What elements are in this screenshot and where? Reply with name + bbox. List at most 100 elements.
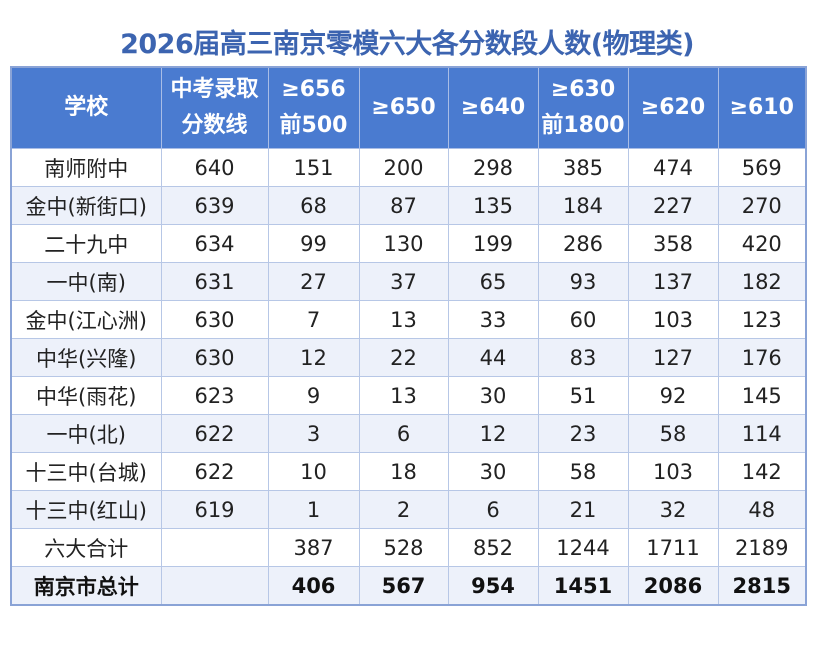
value-cell: 227 [627, 186, 719, 225]
table-row: 一中(北) 622 3 6 12 23 58 114 [10, 414, 807, 453]
value-cell: 1711 [627, 528, 719, 567]
value-cell: 123 [717, 300, 807, 339]
value-cell: 87 [358, 186, 449, 225]
value-cell: 114 [717, 414, 807, 453]
value-cell: 37 [358, 262, 449, 301]
column-header: ≥640 [447, 66, 539, 149]
value-cell: 27 [267, 262, 360, 301]
value-cell: 182 [717, 262, 807, 301]
school-name-cell: 一中(南) [10, 262, 162, 301]
value-cell: 30 [447, 452, 539, 491]
value-cell [160, 566, 269, 606]
value-cell: 10 [267, 452, 360, 491]
column-header-line: 前1800 [541, 113, 625, 138]
column-header-line: ≥656 [281, 77, 346, 102]
value-cell: 44 [447, 338, 539, 377]
value-cell: 1451 [537, 566, 629, 606]
school-name-cell: 中华(兴隆) [10, 338, 162, 377]
school-name-cell: 南京市总计 [10, 566, 162, 606]
header-row: 学校 中考录取 分数线 ≥656 前500 ≥650 ≥640 ≥630 前1800 ≥620 ≥6… [10, 66, 807, 149]
column-header: ≥656 前500 [267, 66, 360, 149]
column-header: 中考录取 分数线 [160, 66, 269, 149]
column-header-line: 分数线 [181, 113, 248, 138]
value-cell: 2189 [717, 528, 807, 567]
value-cell: 474 [627, 148, 719, 187]
value-cell: 99 [267, 224, 360, 263]
column-header: ≥630 前1800 [537, 66, 629, 149]
value-cell: 954 [447, 566, 539, 606]
value-cell: 619 [160, 490, 269, 529]
table-row: 十三中(台城) 622 10 18 30 58 103 142 [10, 452, 807, 491]
value-cell: 60 [537, 300, 629, 339]
value-cell: 51 [537, 376, 629, 415]
value-cell: 7 [267, 300, 360, 339]
value-cell: 270 [717, 186, 807, 225]
column-header: 学校 [10, 66, 162, 149]
value-cell: 130 [358, 224, 449, 263]
table-row: 南京市总计 406 567 954 1451 2086 2815 [10, 566, 807, 606]
value-cell: 634 [160, 224, 269, 263]
school-name-cell: 一中(北) [10, 414, 162, 453]
table-row: 金中(江心洲) 630 7 13 33 60 103 123 [10, 300, 807, 339]
table-row: 中华(兴隆) 630 12 22 44 83 127 176 [10, 338, 807, 377]
value-cell: 2 [358, 490, 449, 529]
school-name-cell: 十三中(台城) [10, 452, 162, 491]
value-cell: 22 [358, 338, 449, 377]
school-name-cell: 南师附中 [10, 148, 162, 187]
value-cell: 58 [537, 452, 629, 491]
value-cell: 30 [447, 376, 539, 415]
value-cell: 387 [267, 528, 360, 567]
value-cell: 622 [160, 452, 269, 491]
score-table: 学校 中考录取 分数线 ≥656 前500 ≥650 ≥640 ≥630 前1800 ≥620 ≥6… [10, 66, 807, 606]
value-cell: 631 [160, 262, 269, 301]
school-name-cell: 二十九中 [10, 224, 162, 263]
value-cell: 569 [717, 148, 807, 187]
column-header: ≥650 [358, 66, 449, 149]
value-cell: 145 [717, 376, 807, 415]
column-header-line: ≥620 [640, 95, 706, 120]
value-cell: 2086 [627, 566, 719, 606]
value-cell: 142 [717, 452, 807, 491]
value-cell: 200 [358, 148, 449, 187]
column-header-line: 前500 [279, 113, 348, 138]
value-cell: 137 [627, 262, 719, 301]
column-header-line: ≥610 [729, 95, 794, 120]
school-name-cell: 金中(新街口) [10, 186, 162, 225]
value-cell: 32 [627, 490, 719, 529]
value-cell: 640 [160, 148, 269, 187]
value-cell: 103 [627, 300, 719, 339]
table-row: 一中(南) 631 27 37 65 93 137 182 [10, 262, 807, 301]
column-header-line: 学校 [64, 95, 109, 120]
value-cell: 1244 [537, 528, 629, 567]
column-header: ≥610 [717, 66, 807, 149]
value-cell: 6 [447, 490, 539, 529]
value-cell: 385 [537, 148, 629, 187]
table-row: 南师附中 640 151 200 298 385 474 569 [10, 148, 807, 187]
value-cell: 567 [358, 566, 449, 606]
value-cell: 639 [160, 186, 269, 225]
value-cell: 21 [537, 490, 629, 529]
value-cell: 852 [447, 528, 539, 567]
school-name-cell: 十三中(红山) [10, 490, 162, 529]
table-row: 中华(雨花) 623 9 13 30 51 92 145 [10, 376, 807, 415]
value-cell: 1 [267, 490, 360, 529]
table-row: 六大合计 387 528 852 1244 1711 2189 [10, 528, 807, 567]
value-cell: 420 [717, 224, 807, 263]
value-cell: 184 [537, 186, 629, 225]
column-header-line: ≥640 [460, 95, 526, 120]
value-cell: 199 [447, 224, 539, 263]
value-cell: 58 [627, 414, 719, 453]
value-cell: 135 [447, 186, 539, 225]
value-cell: 103 [627, 452, 719, 491]
value-cell: 9 [267, 376, 360, 415]
school-name-cell: 六大合计 [10, 528, 162, 567]
value-cell: 12 [267, 338, 360, 377]
value-cell: 298 [447, 148, 539, 187]
value-cell: 12 [447, 414, 539, 453]
value-cell: 6 [358, 414, 449, 453]
value-cell: 630 [160, 300, 269, 339]
value-cell: 23 [537, 414, 629, 453]
value-cell: 176 [717, 338, 807, 377]
value-cell: 65 [447, 262, 539, 301]
value-cell: 92 [627, 376, 719, 415]
